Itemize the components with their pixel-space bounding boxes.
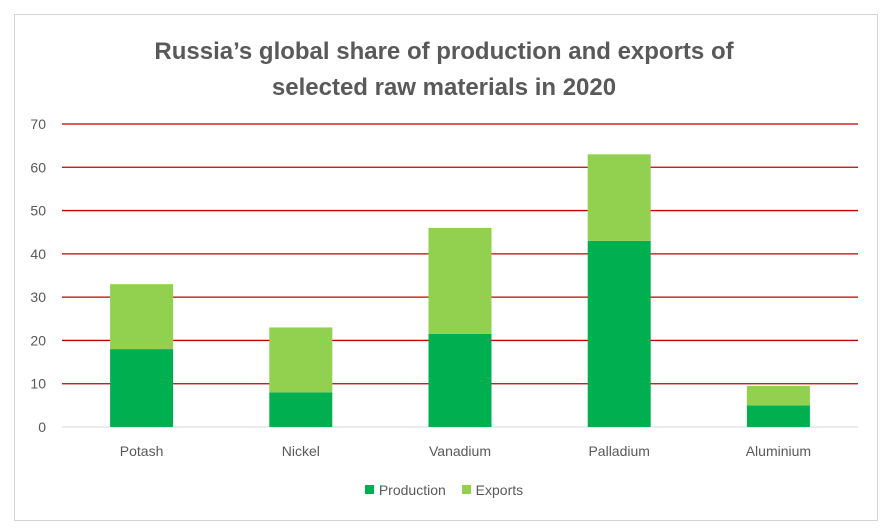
legend-label-exports: Exports [475,481,524,498]
bar-exports-palladium [587,154,651,241]
legend-item-exports: Exports [461,481,524,498]
bar-production-aluminium [746,405,810,427]
x-tick-label: Nickel [282,443,320,459]
bar-exports-potash [110,284,174,350]
x-tick-label: Palladium [588,443,649,459]
bar-exports-nickel [269,327,333,393]
bar-exports-vanadium [428,227,492,334]
bar-production-vanadium [428,333,492,427]
y-tick-label: 50 [30,203,46,219]
y-tick-label: 40 [30,246,46,262]
y-tick-label: 20 [30,332,46,348]
x-tick-label: Potash [120,443,164,459]
y-tick-label: 70 [30,116,46,132]
legend-swatch-exports [461,485,471,494]
x-tick-label: Vanadium [429,443,491,459]
legend-label-production: Production [378,481,446,498]
chart-title-line-1: Russia’s global share of production and … [154,38,734,65]
y-tick-label: 0 [38,419,46,435]
x-tick-label: Aluminium [746,443,811,459]
y-tick-label: 10 [30,376,46,392]
bar-production-palladium [587,240,651,427]
bar-exports-aluminium [746,385,810,406]
y-tick-label: 30 [30,289,46,305]
chart-title-line-2: selected raw materials in 2020 [271,74,617,101]
legend: Production Exports [0,481,888,498]
legend-swatch-production [364,485,374,494]
bar-production-potash [110,349,174,427]
chart-title: Russia’s global share of production and … [0,34,888,106]
bar-production-nickel [269,392,333,427]
legend-item-production: Production [364,481,446,498]
y-tick-label: 60 [30,159,46,175]
